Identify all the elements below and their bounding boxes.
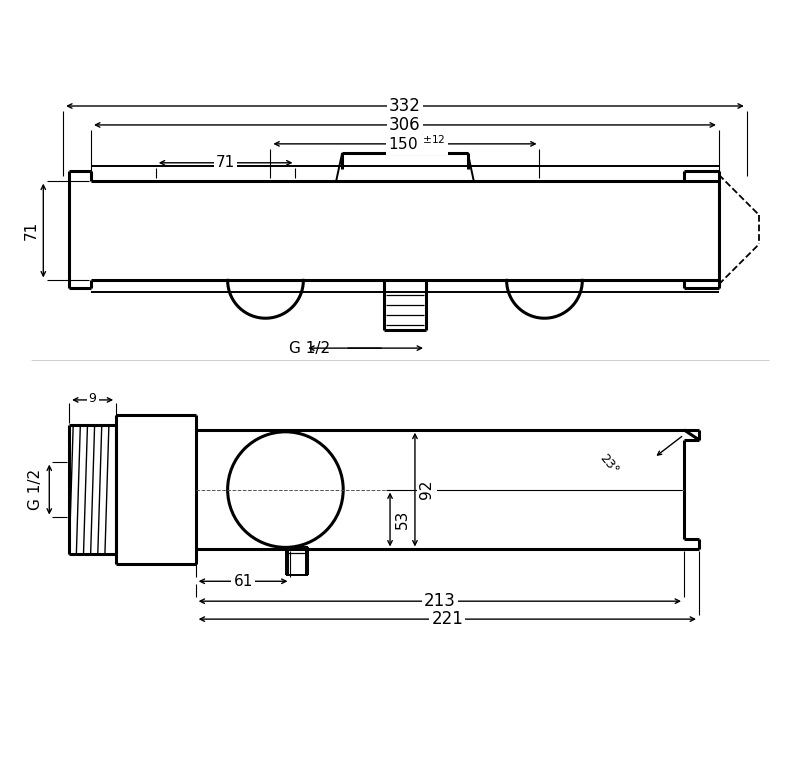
Text: 9: 9 [89, 392, 97, 405]
Text: G 1/2: G 1/2 [289, 340, 330, 356]
Text: 71: 71 [24, 221, 39, 240]
Text: 306: 306 [389, 116, 421, 134]
Text: 332: 332 [389, 97, 421, 115]
Text: 61: 61 [234, 574, 253, 589]
Text: 221: 221 [431, 610, 463, 628]
Text: 53: 53 [394, 510, 410, 529]
Text: 23°: 23° [597, 452, 622, 477]
Text: 92: 92 [419, 480, 434, 499]
Text: 150 $^{\pm 12}$: 150 $^{\pm 12}$ [388, 135, 446, 154]
Text: G 1/2: G 1/2 [28, 469, 43, 510]
Text: 71: 71 [216, 155, 235, 170]
Text: 213: 213 [424, 592, 456, 610]
